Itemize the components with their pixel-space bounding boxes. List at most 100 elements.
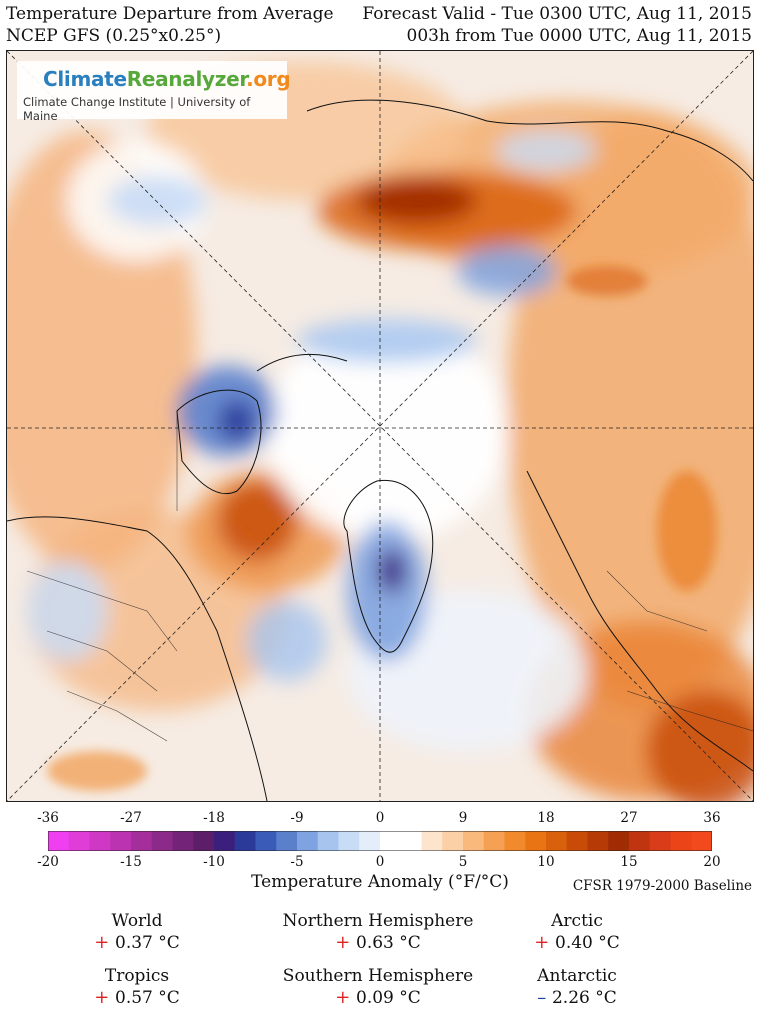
fahrenheit-tick: 27: [620, 810, 638, 826]
colorbar-swatch: [421, 831, 443, 851]
colorbar-swatch: [400, 831, 422, 851]
colorbar-swatch: [587, 831, 609, 851]
colorbar-swatches: [48, 831, 712, 851]
fahrenheit-tick: 9: [458, 810, 468, 826]
stat-sign: +: [94, 987, 116, 1008]
colorbar-swatch: [89, 831, 111, 851]
colorbar-swatch: [608, 831, 630, 851]
hudson-bay-outline: [176, 389, 262, 495]
stat-tropics: Tropics + 0.57 °C: [17, 965, 257, 1009]
colorbar-swatch: [276, 831, 298, 851]
colorbar-swatch: [110, 831, 132, 851]
colorbar-swatch: [359, 831, 381, 851]
stat-value: 0.63 °C: [356, 933, 421, 953]
anomaly-detail: [47, 266, 717, 791]
stat-antarctic: Antarctic – 2.26 °C: [457, 965, 697, 1009]
climate-reanalyzer-logo[interactable]: ClimateReanalyzer.org Climate Change Ins…: [17, 61, 291, 123]
stat-northern-hemisphere: Northern Hemisphere + 0.63 °C: [258, 910, 498, 954]
stat-value: 0.37 °C: [115, 933, 180, 953]
stat-sign: –: [537, 987, 552, 1008]
stat-region: Tropics: [104, 966, 170, 986]
fahrenheit-tick: -9: [290, 810, 304, 826]
colorbar-swatch: [629, 831, 651, 851]
logo-subtitle: Climate Change Institute | University of…: [23, 95, 251, 123]
celsius-tick: -15: [120, 854, 142, 870]
coastlines: [7, 99, 753, 801]
colorbar-swatch: [504, 831, 526, 851]
colorbar-swatch: [68, 831, 90, 851]
stat-southern-hemisphere: Southern Hemisphere + 0.09 °C: [258, 965, 498, 1009]
colorbar-swatch: [131, 831, 153, 851]
fahrenheit-tick: 18: [537, 810, 555, 826]
colorbar-swatch: [670, 831, 692, 851]
colorbar-label: Temperature Anomaly (°F/°C): [251, 872, 509, 892]
siberia-coast: [306, 99, 753, 182]
colorbar-swatch: [691, 831, 712, 851]
forecast-valid-time: Forecast Valid - Tue 0300 UTC, Aug 11, 2…: [362, 4, 752, 24]
colorbar-swatch: [297, 831, 319, 851]
anomaly-field: [7, 61, 753, 801]
grid-lines: [7, 51, 753, 801]
stat-arctic: Arctic + 0.40 °C: [457, 910, 697, 954]
stat-world: World + 0.37 °C: [17, 910, 257, 954]
colorbar-swatch: [649, 831, 671, 851]
colorbar-swatch: [317, 831, 339, 851]
stat-value: 2.26 °C: [551, 988, 617, 1008]
europe-coast: [526, 470, 753, 772]
stat-value: 0.57 °C: [115, 988, 180, 1008]
colorbar-swatch: [234, 831, 256, 851]
logo-wordmark: ClimateReanalyzer.org: [43, 67, 291, 91]
fahrenheit-tick: 0: [375, 810, 385, 826]
celsius-tick: 0: [375, 854, 385, 870]
colorbar-swatch: [151, 831, 173, 851]
celsius-tick: -10: [203, 854, 225, 870]
fahrenheit-tick: -27: [120, 810, 142, 826]
colorbar-swatch: [48, 831, 70, 851]
colorbar-swatch: [483, 831, 505, 851]
stat-region: Antarctic: [537, 966, 617, 986]
colorbar-swatch: [255, 831, 277, 851]
colorbar-swatch: [546, 831, 568, 851]
colorbar-swatch: [380, 831, 402, 851]
north-america-coast: [7, 516, 268, 801]
colorbar-swatch: [463, 831, 485, 851]
forecast-lead-time: 003h from Tue 0000 UTC, Aug 11, 2015: [406, 26, 753, 46]
colorbar-swatch: [566, 831, 588, 851]
fahrenheit-tick: -18: [203, 810, 225, 826]
colorbar-swatch: [525, 831, 547, 851]
header-right: Forecast Valid - Tue 0300 UTC, Aug 11, 2…: [362, 3, 752, 47]
stat-region: Southern Hemisphere: [282, 966, 474, 986]
stat-region: Arctic: [551, 911, 603, 931]
colorbar-swatch: [193, 831, 215, 851]
fahrenheit-tick: -36: [37, 810, 59, 826]
stat-value: 0.09 °C: [356, 988, 421, 1008]
stat-region: World: [111, 911, 163, 931]
anomaly-map[interactable]: ClimateReanalyzer.org Climate Change Ins…: [6, 50, 754, 802]
stat-sign: +: [94, 932, 116, 953]
model-name: NCEP GFS (0.25°x0.25°): [6, 26, 222, 46]
celsius-tick: 10: [537, 854, 555, 870]
stat-sign: +: [335, 932, 357, 953]
stat-sign: +: [534, 932, 556, 953]
colorbar-swatch: [442, 831, 464, 851]
celsius-tick: 15: [620, 854, 638, 870]
celsius-tick: 5: [458, 854, 468, 870]
header-left: Temperature Departure from Average NCEP …: [6, 3, 334, 47]
fahrenheit-tick: 36: [703, 810, 721, 826]
colorbar-swatch: [338, 831, 360, 851]
map-title: Temperature Departure from Average: [6, 4, 334, 24]
baseline-note: CFSR 1979-2000 Baseline: [572, 878, 752, 894]
celsius-tick: -5: [290, 854, 304, 870]
celsius-tick: -20: [37, 854, 59, 870]
boundaries: [26, 411, 753, 742]
colorbar-swatch: [214, 831, 236, 851]
map-canvas: [7, 51, 753, 801]
colorbar: -36 -27 -18 -9 0 9 18 27 36 -20 -15 -10 -5 0 5 10 15 20: [37, 810, 720, 876]
stat-region: Northern Hemisphere: [282, 911, 474, 931]
celsius-tick: 20: [703, 854, 721, 870]
greenland-outline: [343, 479, 434, 653]
arctic-coast: [256, 353, 348, 372]
stat-sign: +: [335, 987, 357, 1008]
colorbar-swatch: [172, 831, 194, 851]
stat-value: 0.40 °C: [555, 933, 620, 953]
